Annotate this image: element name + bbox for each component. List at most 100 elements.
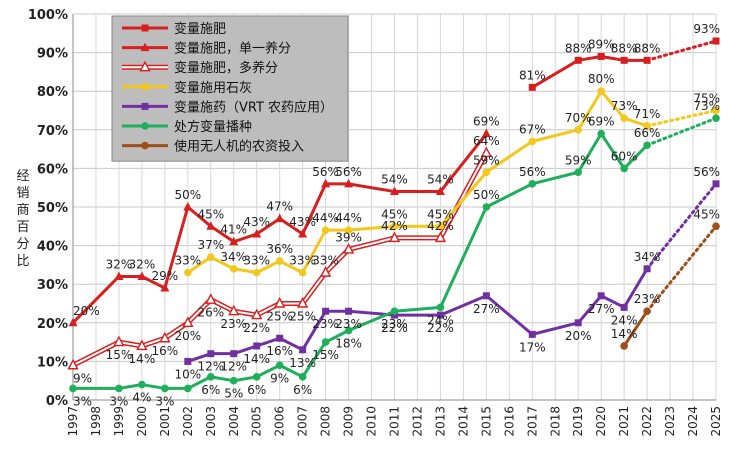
data-label: 73% — [693, 99, 720, 113]
series-0 — [528, 37, 720, 91]
data-point — [528, 83, 536, 91]
data-label: 15% — [312, 348, 339, 362]
data-point — [115, 384, 123, 393]
data-point — [643, 265, 651, 273]
data-label: 18% — [335, 337, 362, 351]
data-point — [137, 271, 147, 280]
x-tick-label: 2018 — [548, 406, 562, 437]
data-point — [482, 203, 491, 211]
data-point — [114, 271, 124, 280]
data-label: 44% — [335, 211, 362, 225]
data-label: 37% — [197, 238, 224, 252]
x-tick-label: 2025 — [709, 406, 723, 437]
data-point — [184, 268, 192, 277]
projection-point — [712, 222, 720, 231]
data-point — [643, 122, 651, 130]
data-point — [391, 311, 398, 319]
legend-label: 变量施药（VRT 农药应用） — [174, 99, 333, 115]
data-point — [597, 52, 605, 60]
data-point — [620, 56, 628, 64]
y-tick-label: 40% — [37, 240, 68, 255]
x-tick-label: 2011 — [388, 406, 402, 437]
x-tick-label: 2023 — [663, 406, 677, 437]
data-label: 27% — [473, 302, 500, 316]
data-label: 67% — [519, 122, 546, 136]
y-tick-label: 10% — [37, 355, 68, 370]
data-point — [344, 226, 353, 234]
y-axis-title: 经销商百分比 — [16, 169, 30, 269]
data-label: 45% — [197, 207, 224, 221]
series-1 — [68, 128, 491, 327]
data-label: 20% — [565, 329, 592, 343]
legend-label: 变量施肥 — [174, 21, 226, 37]
data-point — [275, 213, 285, 223]
data-label: 59% — [565, 153, 592, 167]
data-point — [620, 303, 628, 311]
data-point — [206, 253, 215, 261]
data-label: 33% — [243, 254, 270, 268]
data-point — [643, 141, 651, 150]
data-label: 13% — [289, 356, 316, 370]
x-tick-label: 1999 — [112, 406, 126, 437]
x-tick-label: 1998 — [89, 406, 103, 437]
x-tick-label: 2000 — [135, 406, 149, 437]
data-label: 42% — [381, 219, 408, 233]
data-point — [574, 56, 582, 64]
projection-line — [645, 109, 718, 128]
data-label: 50% — [473, 188, 500, 202]
data-label: 56% — [519, 165, 546, 179]
data-point — [528, 180, 537, 188]
x-tick-label: 2002 — [181, 406, 195, 437]
x-tick-label: 2001 — [158, 406, 172, 437]
data-label: 45% — [381, 207, 408, 221]
x-tick-label: 2024 — [686, 406, 700, 437]
x-tick-label: 2006 — [273, 406, 287, 437]
series-line — [187, 267, 649, 363]
data-label: 24% — [427, 313, 454, 327]
x-tick-label: 2004 — [227, 406, 241, 437]
data-label: 66% — [634, 126, 661, 140]
data-label: 54% — [381, 173, 408, 187]
x-tick-label: 1997 — [66, 406, 80, 437]
data-label: 59% — [473, 153, 500, 167]
data-label: 23% — [312, 317, 339, 331]
y-tick-label: 0% — [46, 394, 68, 409]
data-point — [205, 293, 217, 304]
data-label: 27% — [588, 302, 615, 316]
data-point — [276, 334, 284, 342]
data-point — [252, 373, 261, 381]
x-tick-label: 2010 — [365, 406, 379, 437]
legend-swatch-marker — [141, 24, 149, 32]
data-point — [298, 373, 307, 381]
data-point — [620, 342, 628, 350]
data-label: 34% — [220, 250, 247, 264]
data-label: 14% — [611, 327, 638, 341]
data-point — [206, 373, 215, 381]
data-label: 16% — [266, 344, 293, 358]
projection-point — [712, 37, 720, 45]
data-point — [482, 292, 490, 300]
data-point — [620, 164, 628, 173]
data-label: 56% — [693, 165, 720, 179]
data-label: 26% — [197, 306, 224, 320]
data-label: 36% — [266, 242, 293, 256]
data-label: 42% — [427, 219, 454, 233]
data-point — [251, 308, 263, 320]
x-tick-label: 2009 — [342, 406, 356, 437]
legend-swatch-marker — [141, 102, 149, 110]
data-point — [138, 380, 146, 389]
data-point — [252, 268, 261, 277]
data-point — [229, 376, 238, 385]
data-label: 23% — [634, 292, 661, 306]
data-label: 15% — [106, 348, 133, 362]
data-point — [275, 257, 284, 265]
x-tick-label: 2021 — [617, 406, 631, 437]
y-tick-label: 60% — [37, 162, 68, 177]
legend-swatch-marker — [141, 122, 149, 130]
data-point — [252, 229, 262, 238]
x-tick-label: 2022 — [640, 406, 654, 437]
data-label: 16% — [152, 344, 179, 358]
legend-label: 变量施肥，多养分 — [174, 60, 278, 76]
data-label: 75% — [693, 92, 720, 106]
